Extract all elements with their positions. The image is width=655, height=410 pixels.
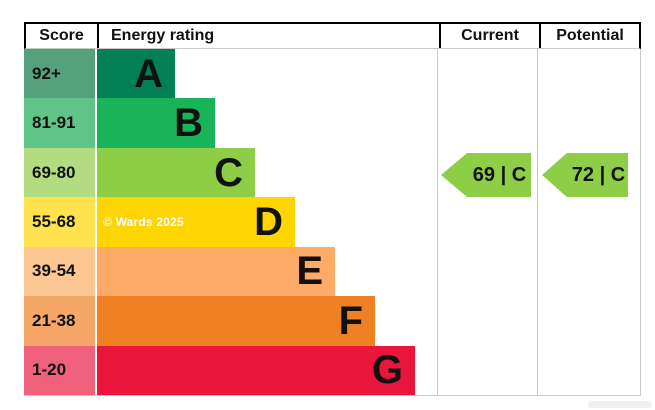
band-bar: E [97, 246, 335, 297]
epc-table: Score Energy rating Current Potential 69… [24, 22, 641, 396]
band-letter: C [214, 150, 243, 195]
band-score-range: 69-80 [24, 147, 95, 198]
band-letter: A [134, 51, 163, 96]
column-gap [95, 147, 97, 198]
band-bar: G [97, 345, 415, 395]
band-bar: C [97, 147, 255, 198]
band-bar: F [97, 296, 375, 346]
column-gap [95, 197, 97, 247]
band-row: 92+ A [24, 49, 640, 99]
column-divider [537, 49, 538, 395]
column-divider [437, 49, 438, 395]
band-row: 1-20 G [24, 345, 640, 395]
band-letter: B [174, 101, 203, 146]
band-bar: © Wards 2025 D [97, 197, 295, 247]
column-gap [95, 345, 97, 395]
band-bar: B [97, 98, 215, 148]
column-gap [95, 296, 97, 346]
band-letter: G [371, 348, 403, 393]
band-score-range: 21-38 [24, 296, 95, 346]
header-energy-rating: Energy rating [97, 24, 439, 48]
header-current: Current [439, 24, 539, 48]
column-gap [95, 246, 97, 297]
band-score-range: 81-91 [24, 98, 95, 148]
band-row: 21-38 F [24, 296, 640, 346]
band-row: 39-54 E [24, 246, 640, 297]
band-score-range: 1-20 [24, 345, 95, 395]
band-letter: E [296, 249, 323, 294]
copyright-watermark: © Wards 2025 [103, 214, 184, 229]
band-bar: A [97, 49, 175, 99]
band-score-range: 92+ [24, 49, 95, 99]
table-body: 69 | C 72 | C 92+ A 81-91 B 69-80 C 55-6… [24, 49, 641, 396]
table-header-row: Score Energy rating Current Potential [24, 22, 641, 49]
band-row: 55-68 © Wards 2025 D [24, 197, 640, 247]
column-gap [95, 98, 97, 148]
band-row: 69-80 C [24, 147, 640, 198]
band-score-range: 39-54 [24, 246, 95, 297]
column-gap [95, 49, 97, 99]
faint-watermark-bar [588, 401, 652, 408]
band-letter: F [338, 298, 363, 343]
current-rating-label: 69 | C [472, 163, 527, 186]
header-potential: Potential [539, 24, 639, 48]
header-score: Score [39, 27, 84, 44]
band-score-range: 55-68 [24, 197, 95, 247]
potential-rating-label: 72 | C [571, 163, 626, 186]
band-letter: D [254, 199, 283, 244]
band-row: 81-91 B [24, 98, 640, 148]
